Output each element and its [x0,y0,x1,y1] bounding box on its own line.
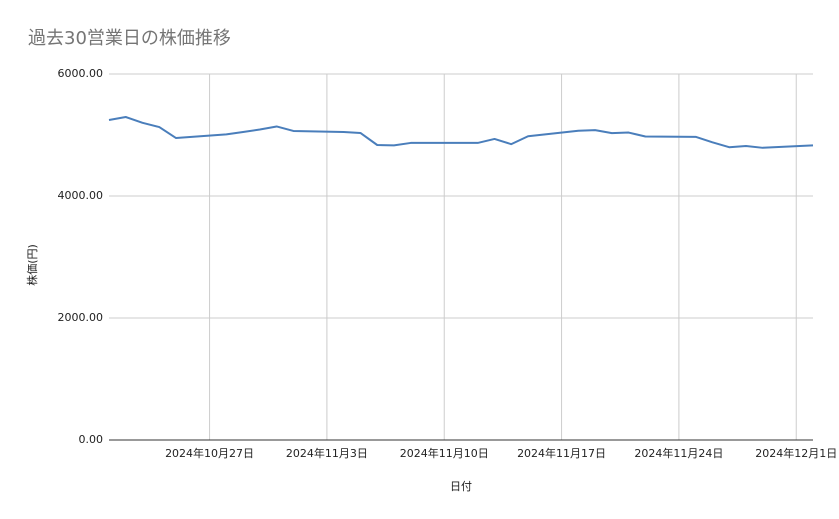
y-tick-label: 0.00 [79,433,104,446]
x-tick-label: 2024年11月17日 [517,446,606,460]
chart-title: 過去30営業日の株価推移 [28,28,231,49]
y-tick-label: 4000.00 [58,189,104,202]
x-tick-label: 2024年11月10日 [400,446,489,460]
x-tick-label: 2024年11月3日 [286,446,368,460]
x-tick-label: 2024年11月24日 [634,446,723,460]
y-tick-label: 2000.00 [58,311,104,324]
x-tick-label: 2024年10月27日 [165,446,254,460]
y-axis-label: 株価(円) [25,244,39,286]
x-axis-label: 日付 [450,480,472,493]
x-tick-label: 2024年12月1日 [755,446,837,460]
data-line [108,116,814,149]
y-tick-label: 6000.00 [58,67,104,80]
